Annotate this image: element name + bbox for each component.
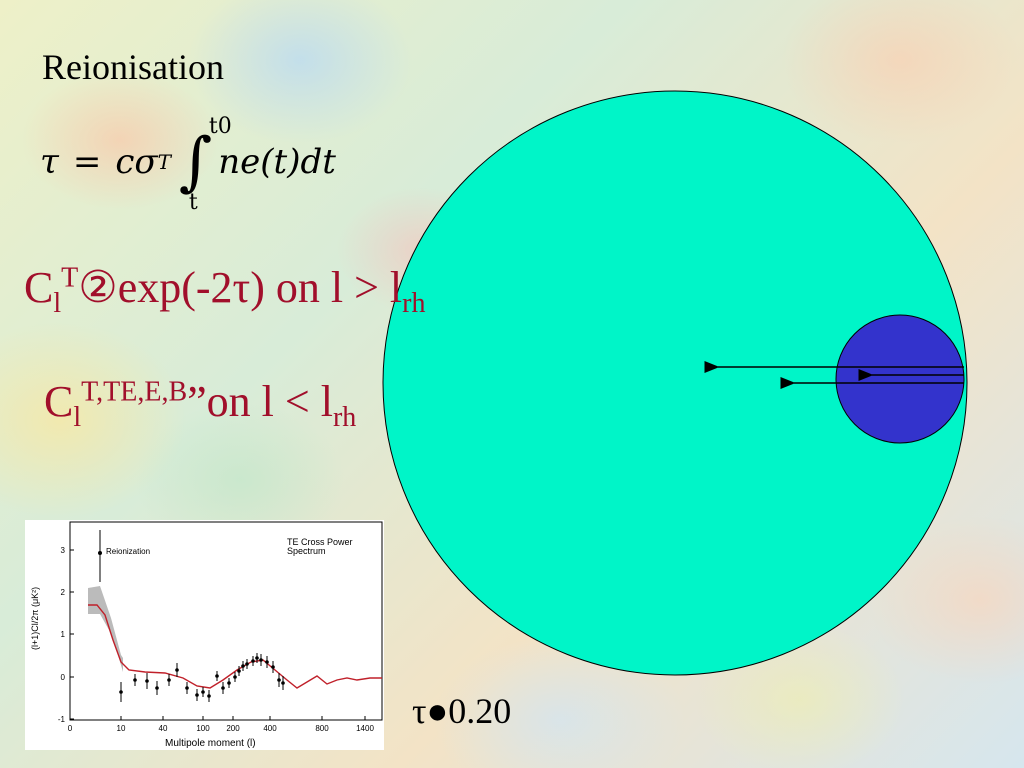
integral-sign: ∫ t0 t bbox=[179, 116, 232, 214]
y-tick-label: 0 bbox=[61, 673, 66, 682]
data-point bbox=[167, 678, 171, 682]
line1-body: ②exp(-2τ) on l > l bbox=[78, 263, 403, 312]
y-tick-label: 2 bbox=[61, 588, 66, 597]
formula-c: c bbox=[115, 142, 135, 182]
data-point bbox=[145, 679, 149, 683]
y-tick-label: 3 bbox=[61, 546, 66, 555]
line1-c: C bbox=[24, 263, 54, 312]
line1-end-sub: rh bbox=[402, 287, 426, 319]
formula-tau: τ bbox=[40, 142, 59, 182]
x-tick-label: 0 bbox=[68, 724, 73, 733]
data-point bbox=[155, 686, 159, 690]
data-point bbox=[227, 681, 231, 685]
line2-c: C bbox=[44, 377, 74, 426]
line2-end-sub: rh bbox=[332, 401, 357, 433]
data-point bbox=[119, 690, 123, 694]
reionization-point bbox=[98, 551, 102, 555]
line1-c-sup: T bbox=[61, 262, 79, 294]
uncertainty-band bbox=[88, 586, 123, 672]
data-point bbox=[207, 694, 211, 698]
plot-x-label: Multipole moment (l) bbox=[165, 738, 256, 749]
line2-body: ”on l < l bbox=[187, 377, 333, 426]
x-tick-label: 10 bbox=[117, 724, 126, 733]
data-point bbox=[265, 660, 269, 664]
y-tick-label: -1 bbox=[58, 715, 66, 724]
plot-frame bbox=[69, 521, 383, 721]
data-point bbox=[245, 662, 249, 666]
x-tick-label: 40 bbox=[159, 724, 168, 733]
y-tick-label: 1 bbox=[61, 630, 66, 639]
plot-title-line2: Spectrum bbox=[287, 546, 326, 556]
x-tick-label: 1400 bbox=[356, 724, 374, 733]
data-point bbox=[241, 664, 245, 668]
x-tick-label: 800 bbox=[315, 724, 329, 733]
line2-c-sub: l bbox=[73, 401, 82, 433]
data-point bbox=[185, 686, 189, 690]
big-horizon-circle bbox=[382, 90, 968, 676]
data-point bbox=[133, 678, 137, 682]
small-horizon-circle bbox=[835, 314, 965, 444]
formula-sigma: σ bbox=[134, 142, 158, 182]
formula-integrand: ne(t)dt bbox=[218, 142, 336, 182]
data-point bbox=[215, 674, 219, 678]
te-power-spectrum-plot: 3 2 1 0 -1 0 10 40 100 200 400 800 1400 Reionizatio… bbox=[25, 520, 384, 750]
data-point bbox=[201, 690, 205, 694]
slide-title: Reionisation bbox=[42, 47, 224, 87]
data-point bbox=[259, 658, 263, 662]
tau-value: τ●0.20 bbox=[412, 691, 512, 731]
polarization-line: ClT,TE,E,B”on l < lrh bbox=[44, 376, 356, 434]
temperature-suppression-line: ClT②exp(-2τ) on l > lrh bbox=[24, 262, 425, 320]
data-point bbox=[221, 686, 225, 690]
data-point bbox=[281, 681, 285, 685]
formula-equals: = bbox=[72, 142, 102, 182]
plot-y-label: (l+1)Cl/2π (μK²) bbox=[30, 587, 40, 650]
data-point bbox=[251, 659, 255, 663]
data-point bbox=[277, 678, 281, 682]
data-point bbox=[195, 693, 199, 697]
data-point bbox=[233, 675, 237, 679]
reionization-annotation: Reionization bbox=[106, 547, 150, 556]
formula-sigma-sub: T bbox=[157, 150, 171, 174]
integral-symbol: ∫ bbox=[178, 125, 213, 199]
x-tick-label: 400 bbox=[263, 724, 277, 733]
x-tick-label: 100 bbox=[196, 724, 210, 733]
plot-title-line1: TE Cross Power bbox=[287, 537, 353, 547]
x-tick-label: 200 bbox=[226, 724, 240, 733]
line1-c-sub: l bbox=[53, 287, 62, 319]
data-point bbox=[255, 656, 259, 660]
data-point bbox=[237, 669, 241, 673]
integral-upper-limit: t0 bbox=[208, 114, 232, 139]
data-point bbox=[271, 665, 275, 669]
line2-c-sup: T,TE,E,B bbox=[81, 376, 188, 408]
integral-lower-limit: t bbox=[188, 190, 198, 215]
data-point bbox=[175, 668, 179, 672]
